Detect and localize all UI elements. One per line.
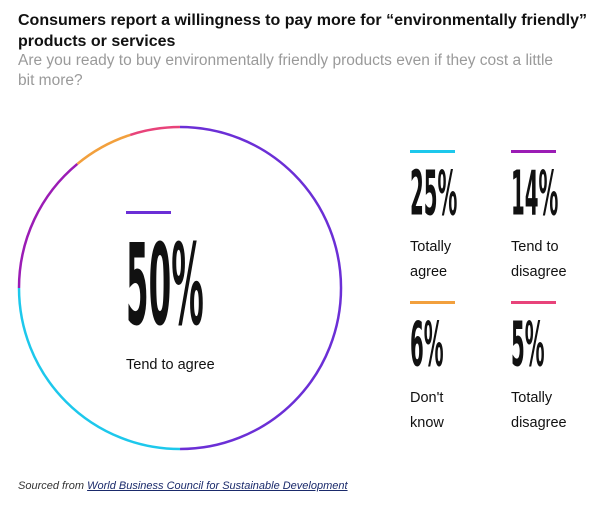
stat-value: 6% bbox=[410, 310, 444, 381]
stat-accent-bar bbox=[511, 150, 556, 153]
stat-tend-to-disagree: 14% Tend to disagree bbox=[511, 150, 597, 285]
chart-title: Consumers report a willingness to pay mo… bbox=[18, 12, 588, 50]
stat-label-line-2: know bbox=[410, 415, 444, 431]
stat-accent-bar bbox=[410, 301, 455, 304]
stat-value: 14% bbox=[511, 159, 559, 230]
ring-segment-totally-agree bbox=[17, 288, 181, 451]
ring-segment-totally-disagree bbox=[129, 125, 180, 137]
source-note: Sourced from World Business Council for … bbox=[18, 480, 348, 492]
stat-accent-bar bbox=[410, 150, 455, 153]
stat-value: 5% bbox=[511, 310, 545, 381]
stat-totally-disagree: 5% Totally disagree bbox=[511, 301, 572, 436]
chart-subtitle: Are you ready to buy environmentally fri… bbox=[18, 52, 554, 89]
stat-label-line-2: agree bbox=[410, 264, 448, 280]
stat-value: 50% bbox=[126, 222, 204, 352]
stat-label-line-1: Totally bbox=[511, 390, 553, 406]
stat-totally-agree: 25% Totally agree bbox=[410, 150, 496, 285]
stat-value: 25% bbox=[410, 159, 458, 230]
stat-label-line-1: Tend to bbox=[511, 239, 559, 255]
stat-accent-bar bbox=[126, 211, 171, 214]
ring-segment-don-t-know bbox=[76, 133, 131, 165]
stat-label: Tend to agree bbox=[126, 357, 215, 373]
source-prefix: Sourced from bbox=[18, 480, 85, 492]
source-link[interactable]: World Business Council for Sustainable D… bbox=[87, 480, 348, 492]
stat-dont-know: 6% Don't know bbox=[410, 301, 471, 436]
stat-label-line-2: disagree bbox=[511, 415, 567, 431]
ring-segment-tend-to-disagree bbox=[17, 163, 79, 289]
stat-tend-to-agree: 50% Tend to agree bbox=[126, 211, 260, 378]
stat-label-line-1: Don't bbox=[410, 390, 444, 406]
ring-segment-tend-to-agree bbox=[179, 125, 343, 451]
stat-label-line-1: Totally bbox=[410, 239, 452, 255]
stat-accent-bar bbox=[511, 301, 556, 304]
stat-label-line-2: disagree bbox=[511, 264, 567, 280]
